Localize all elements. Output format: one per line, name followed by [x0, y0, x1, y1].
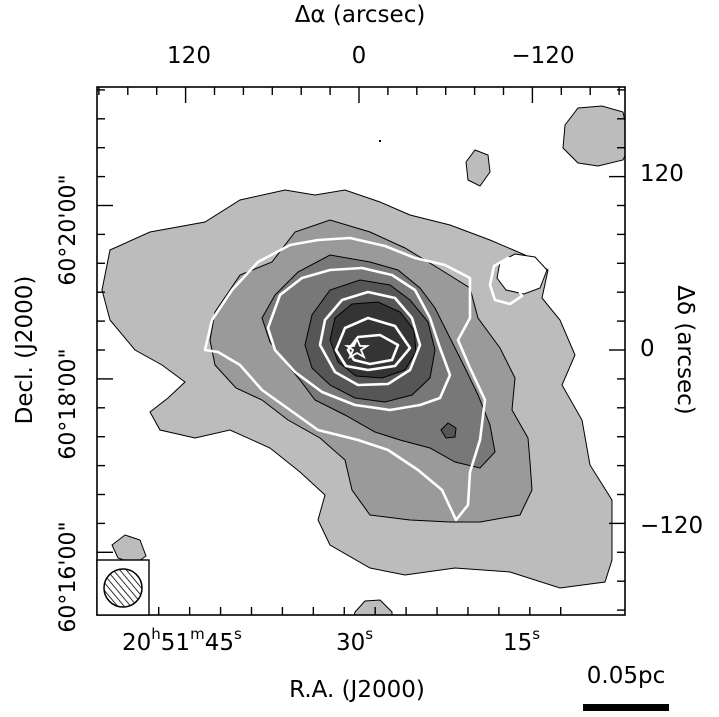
white-contour-4 [334, 316, 412, 372]
white-contour-5 [346, 333, 400, 366]
left-axis: Decl. (J2000) 60°20'00" 60°18'00" 60°16'… [12, 174, 81, 632]
right-tick-label-120: 120 [640, 161, 684, 187]
noise-dot [379, 140, 381, 142]
contour-level-5 [329, 301, 417, 379]
contour-hole [496, 253, 548, 295]
scale-bar: 0.05pc [583, 663, 669, 711]
top-tick-label-minus-120: −120 [511, 43, 574, 69]
white-contour-1 [203, 236, 487, 522]
left-axis-title: Decl. (J2000) [12, 276, 38, 425]
bottom-tick-label-15s: 15s [503, 625, 540, 656]
beam-ellipse [103, 568, 143, 608]
bottom-axis-title: R.A. (J2000) [289, 677, 425, 703]
right-tick-label-minus-120: −120 [640, 513, 703, 539]
left-tick-label-16: 60°16'00" [56, 521, 81, 632]
white-contour-right [488, 256, 524, 306]
top-axis: Δα (arcsec) 120 0 −120 [167, 2, 575, 69]
right-tick-label-0: 0 [640, 336, 655, 362]
right-axis: 120 0 −120 Δδ (arcsec) [640, 161, 703, 539]
contour-blob-bottom [353, 599, 393, 615]
right-axis-title: Δδ (arcsec) [672, 285, 698, 415]
contour-blob-topright [562, 105, 625, 167]
top-axis-title: Δα (arcsec) [295, 2, 426, 28]
star-marker [344, 336, 370, 360]
top-tick-label-0: 0 [352, 43, 367, 69]
scale-bar-label: 0.05pc [587, 663, 665, 689]
beam-box [96, 559, 150, 616]
left-tick-label-20: 60°20'00" [56, 174, 81, 285]
white-contour-3 [318, 290, 422, 387]
top-tick-label-120: 120 [167, 43, 211, 69]
scale-bar-line [583, 704, 669, 711]
plot-frame [96, 86, 626, 616]
left-tick-label-18: 60°18'00" [56, 348, 81, 459]
contour-blob-left [111, 534, 147, 565]
contour-map [101, 105, 625, 615]
contour-blob-top [465, 149, 491, 187]
white-contour-2 [266, 266, 452, 412]
white-contours [203, 236, 524, 522]
bottom-axis: 20h51m45s 30s 15s R.A. (J2000) [122, 625, 540, 703]
bottom-tick-label-30s: 30s [336, 625, 373, 656]
bottom-tick-label-20h51m45s: 20h51m45s [122, 625, 242, 656]
contour-blob-small [440, 422, 457, 439]
